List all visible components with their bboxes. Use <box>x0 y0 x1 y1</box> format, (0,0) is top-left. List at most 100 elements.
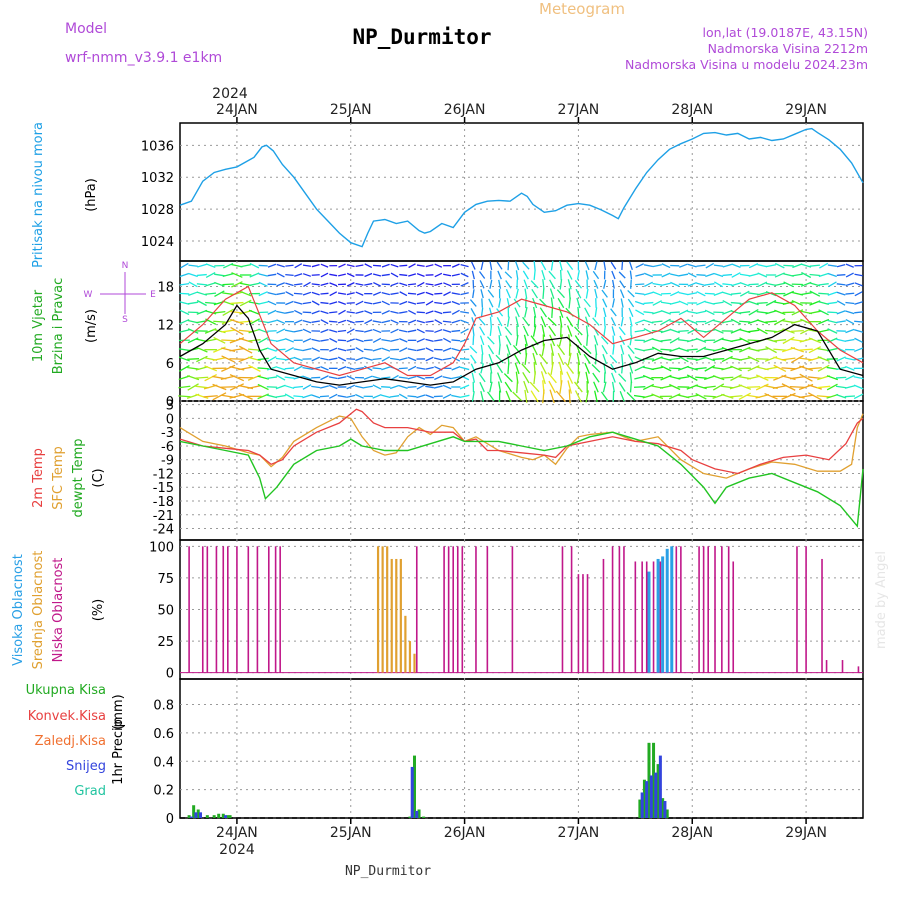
wind-arrow <box>584 261 590 271</box>
wind-arrow <box>471 270 475 280</box>
wind-arrow <box>652 291 663 297</box>
wind-arrow <box>196 291 208 296</box>
wind-arrow <box>434 339 443 342</box>
wind-arrow <box>782 336 795 345</box>
low_cloud-bar <box>415 546 418 673</box>
wind-arrow <box>258 281 268 287</box>
wind-arrow <box>442 301 452 305</box>
wind-arrow <box>729 395 743 398</box>
wind-arrow <box>652 300 662 306</box>
wind-arrow <box>267 292 277 296</box>
wind-arrow <box>791 299 804 307</box>
ytick-wind: 12 <box>157 319 174 334</box>
wind-arrow <box>773 339 787 342</box>
wind-arrow <box>381 347 391 352</box>
wind-arrow <box>488 307 493 318</box>
wind-arrow <box>854 337 864 344</box>
wind-arrow <box>489 381 493 393</box>
wind-arrow <box>790 354 804 364</box>
wind-arrow <box>585 390 589 403</box>
wind-arrow <box>425 356 434 362</box>
low_cloud-bar <box>201 546 204 673</box>
wind-arrow <box>747 329 760 333</box>
wind-arrow <box>337 301 346 305</box>
wind-arrow <box>807 367 822 370</box>
wind-arrow <box>416 366 426 370</box>
wind-arrow <box>515 316 519 327</box>
wind-arrow <box>789 385 805 389</box>
snow-bar <box>658 755 662 818</box>
wind-arrow <box>399 300 408 306</box>
pressure-ylabel: Pritisak na nivou mora <box>31 122 46 268</box>
wind-arrow <box>267 319 277 324</box>
wind-arrow <box>618 326 626 336</box>
ytick-precip: 0.6 <box>153 727 174 742</box>
wind-arrow <box>600 336 609 345</box>
panel-frame-precip <box>179 678 864 819</box>
low_cloud-bar <box>841 660 844 673</box>
wind-arrow <box>302 264 312 267</box>
wind-arrow <box>827 272 837 278</box>
mid_cloud-bar <box>399 558 402 673</box>
wind-arrow <box>550 260 554 271</box>
wind-arrow <box>730 292 742 295</box>
wind-arrow <box>293 365 303 372</box>
wind-arrow <box>248 339 261 342</box>
wind-arrow <box>800 263 812 268</box>
wind-arrow <box>364 310 373 315</box>
bottom-date-label: 26JAN <box>444 825 486 841</box>
wind-arrow <box>496 363 504 374</box>
wind-arrow <box>818 292 829 295</box>
wind-arrow <box>547 317 557 327</box>
wind-arrow <box>524 288 528 299</box>
wind-arrow <box>267 300 277 306</box>
wind-arrow <box>479 381 485 393</box>
dewpt-line <box>179 431 864 528</box>
wind-arrow <box>514 307 520 318</box>
total_precip-bar <box>205 815 209 818</box>
wind-arrow <box>459 374 470 381</box>
wind-arrow <box>651 393 664 400</box>
wind-arrow <box>302 301 312 305</box>
wind-arrow <box>311 320 320 323</box>
low_cloud-bar <box>796 546 798 673</box>
wind-arrow <box>179 272 190 278</box>
wind-arrow <box>496 261 503 270</box>
wind-arrow <box>364 301 373 305</box>
ytick-temperature: -21 <box>153 509 174 524</box>
ytick-wind: 6 <box>166 357 174 372</box>
wind-arrow <box>311 347 320 353</box>
wind-arrow <box>764 392 778 400</box>
wind-arrow <box>504 381 513 393</box>
total_precip-bar <box>217 813 221 818</box>
pressure-unit: (hPa) <box>84 178 99 212</box>
wind-arrow <box>757 264 768 268</box>
cloud-unit: (%) <box>91 599 106 622</box>
wind-arrow <box>586 334 589 346</box>
wind-arrow <box>853 357 864 361</box>
wind-arrow <box>407 283 417 286</box>
wind-arrow <box>643 301 654 305</box>
wind-arrow <box>836 274 846 276</box>
wind-arrow <box>285 300 294 306</box>
wind-arrow <box>329 291 338 297</box>
temp-ylabel-1: 2m Temp <box>31 448 46 508</box>
low_cloud-bar <box>821 558 823 673</box>
bottom-date-ticks: 24JAN 25JAN 26JAN 27JAN 28JAN 29JAN <box>216 818 827 841</box>
wind-arrow <box>372 301 382 305</box>
wind-arrow <box>284 376 295 379</box>
wind-arrow <box>180 262 189 269</box>
wind-arrow <box>294 309 303 315</box>
wind-arrow <box>678 309 689 316</box>
low_cloud-bar <box>805 546 807 673</box>
wind-arrow <box>747 339 760 342</box>
wind-arrow <box>713 281 724 288</box>
wind-arrow <box>267 355 277 363</box>
wind-arrow <box>425 264 434 268</box>
wind-arrow <box>294 273 303 277</box>
wind-arrow <box>550 297 554 309</box>
wind-arrow <box>836 291 846 296</box>
wind-arrow <box>320 366 329 371</box>
wind-ylabel-2: Brzina i Pravac <box>51 278 66 375</box>
precip-legend-item: Konvek.Kisa <box>28 709 106 724</box>
